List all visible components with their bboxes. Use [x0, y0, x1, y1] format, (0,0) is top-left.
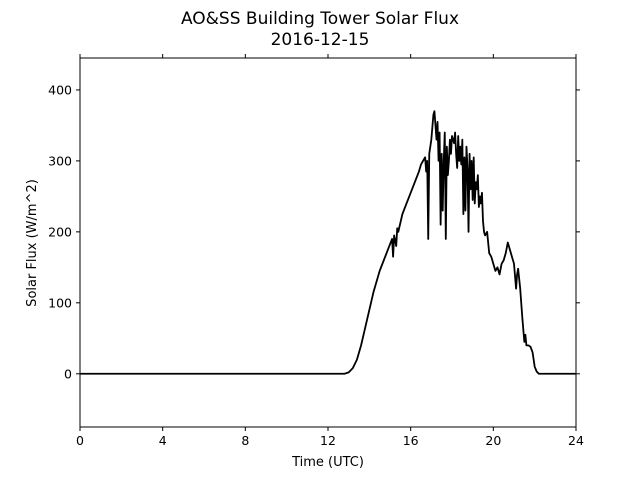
x-tick-label: 20: [485, 433, 501, 448]
chart-title: AO&SS Building Tower Solar Flux: [181, 9, 459, 29]
y-tick-label: 200: [48, 224, 72, 239]
y-axis-label: Solar Flux (W/m^2): [25, 179, 40, 307]
y-tick-label: 100: [48, 295, 72, 310]
x-axis-label: Time (UTC): [291, 455, 364, 470]
axis-ticks: 0 4 8 12 16 20 24 0 100 200 300 400: [48, 54, 584, 448]
series-line: [80, 110, 576, 375]
x-tick-label: 4: [159, 433, 167, 448]
x-tick-label: 12: [320, 433, 336, 448]
y-tick-label: 300: [48, 153, 72, 168]
plot-frame: [79, 57, 577, 428]
y-tick-label: 0: [64, 366, 72, 381]
x-tick-label: 24: [568, 433, 584, 448]
x-tick-label: 0: [76, 433, 84, 448]
x-tick-label: 8: [241, 433, 249, 448]
y-tick-label: 400: [48, 82, 72, 97]
x-tick-label: 16: [403, 433, 419, 448]
chart-subtitle: 2016-12-15: [271, 30, 370, 50]
